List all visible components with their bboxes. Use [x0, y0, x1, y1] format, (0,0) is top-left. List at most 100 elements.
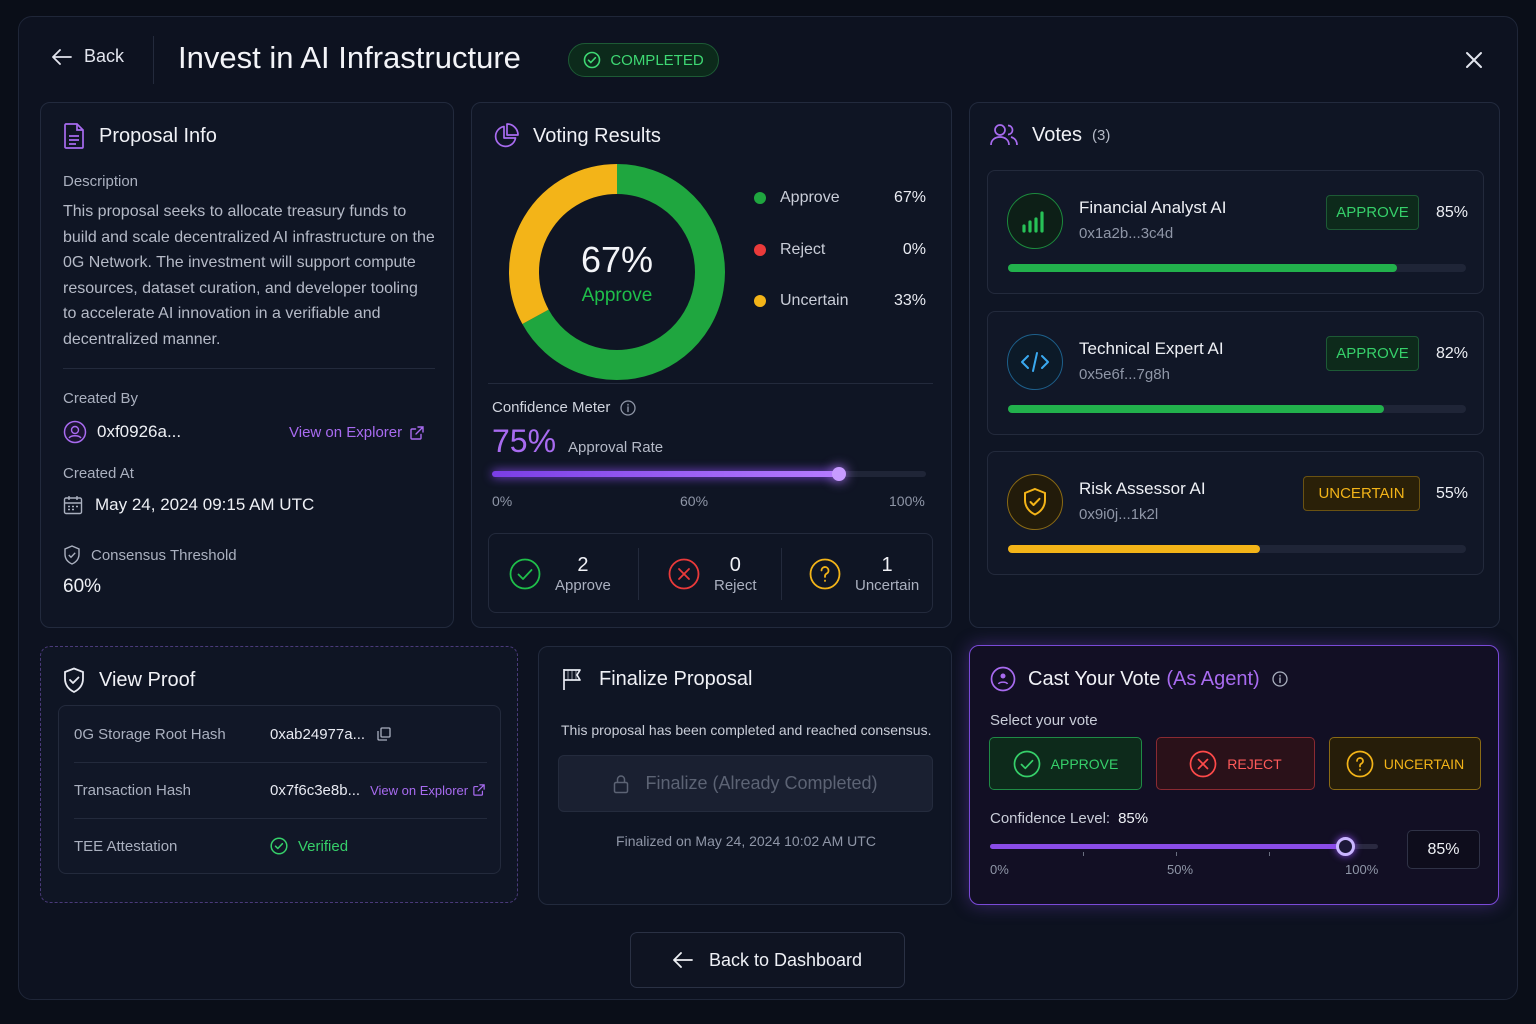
divider	[488, 383, 933, 384]
reject-option-button[interactable]: REJECT	[1156, 737, 1315, 790]
flag-icon	[563, 669, 581, 690]
legend-label: Uncertain	[780, 292, 849, 309]
back-to-dashboard-button[interactable]: Back to Dashboard	[630, 932, 905, 988]
close-button[interactable]	[1462, 48, 1486, 72]
slider-fill	[990, 844, 1346, 849]
confidence-meter-label: Confidence Meter	[492, 399, 611, 416]
uncertain-option-button[interactable]: UNCERTAIN	[1329, 737, 1481, 790]
divider	[74, 762, 487, 763]
reject-count: 0 Reject	[668, 534, 757, 614]
vote-item[interactable]: Financial Analyst AI 0x1a2b...3c4d APPRO…	[987, 170, 1484, 294]
votes-card: Votes (3) Financial Analyst AI 0x1a2b...…	[969, 102, 1500, 628]
finalize-message: This proposal has been completed and rea…	[561, 722, 932, 738]
vote-item[interactable]: Risk Assessor AI 0x9i0j...1k2l UNCERTAIN…	[987, 451, 1484, 575]
agent-address: 0x9i0j...1k2l	[1079, 506, 1159, 523]
info-icon[interactable]	[620, 399, 637, 416]
confidence-fill	[1008, 405, 1384, 413]
slider-tick-0: 0%	[990, 862, 1009, 877]
confidence-tick-60: 60%	[680, 493, 709, 509]
status-badge: COMPLETED	[568, 43, 719, 77]
document-icon	[64, 123, 84, 149]
creator-address: 0xf0926a...	[97, 422, 182, 441]
question-circle-icon	[1346, 750, 1374, 777]
approve-count: 2 Approve	[509, 534, 611, 614]
copy-icon[interactable]	[377, 727, 391, 741]
reject-option-label: REJECT	[1227, 755, 1282, 772]
voting-results-card: Voting Results 67% Approve Approve 67% Rej…	[471, 102, 952, 628]
confidence-meter-label-row: Confidence Meter	[492, 399, 637, 416]
vote-donut-chart	[509, 164, 725, 380]
pie-chart-icon	[494, 123, 519, 148]
proof-value: 0xab24977a...	[270, 725, 366, 743]
confidence-tick-100: 100%	[889, 493, 925, 509]
uncertain-count-label: Uncertain	[855, 577, 920, 594]
agent-icon	[990, 666, 1016, 692]
legend-item-approve: Approve 67%	[754, 189, 926, 207]
finalize-card: Finalize Proposal This proposal has been…	[538, 646, 952, 905]
confidence-level-value: 85%	[1118, 810, 1149, 827]
slider-handle[interactable]	[1336, 837, 1356, 856]
confidence-fill	[1008, 264, 1398, 272]
divider	[74, 818, 487, 819]
uncertain-count-number: 1	[881, 554, 893, 576]
uncertain-count: 1 Uncertain	[809, 534, 919, 614]
finalize-button[interactable]: Finalize (Already Completed)	[558, 755, 933, 812]
info-icon[interactable]	[1272, 671, 1288, 687]
donut-slice-uncertain	[509, 164, 618, 325]
shield-check-icon	[1024, 487, 1046, 516]
legend-label: Approve	[780, 189, 840, 206]
voting-results-header: Voting Results	[493, 123, 661, 149]
arrow-left-icon	[673, 952, 693, 968]
confidence-sub: Approval Rate	[568, 439, 664, 456]
check-circle-icon	[270, 837, 288, 855]
created-at-value: May 24, 2024 09:15 AM UTC	[95, 495, 315, 514]
approve-option-button[interactable]: APPROVE	[989, 737, 1142, 790]
arrow-left-icon	[52, 48, 72, 65]
confidence-input[interactable]: 85%	[1407, 830, 1480, 869]
proof-table: 0G Storage Root Hash 0xab24977a... Trans…	[58, 705, 501, 874]
shield-icon	[64, 667, 84, 693]
agent-name: Technical Expert AI	[1079, 339, 1224, 358]
bar-chart-icon	[1022, 211, 1044, 233]
votes-count: (3)	[1092, 126, 1111, 144]
view-on-explorer-link[interactable]: View on Explorer	[289, 424, 424, 441]
vote-badge: APPROVE	[1326, 195, 1419, 230]
cast-vote-header: Cast Your Vote (As Agent)	[990, 666, 1288, 692]
view-proof-title: View Proof	[99, 668, 196, 691]
explorer-link-label: View on Explorer	[370, 782, 469, 798]
confidence-knob	[832, 467, 847, 481]
legend-pct: 0%	[902, 241, 926, 258]
created-at-row: May 24, 2024 09:15 AM UTC	[63, 495, 314, 515]
divider	[781, 548, 782, 600]
x-circle-icon	[1189, 750, 1217, 777]
back-button[interactable]: Back	[52, 46, 124, 67]
check-circle-icon	[584, 51, 601, 69]
close-icon	[1466, 52, 1482, 68]
calendar-icon	[63, 496, 83, 515]
donut-slice-approve	[522, 164, 725, 380]
confidence-value-row: 75% Approval Rate	[492, 423, 663, 460]
agent-name: Financial Analyst AI	[1079, 198, 1227, 217]
slider-tick	[1269, 852, 1270, 856]
cast-vote-suffix: (As Agent)	[1166, 667, 1260, 690]
confidence-track	[1008, 405, 1466, 413]
confidence-value: 75%	[492, 423, 557, 459]
code-icon	[1021, 352, 1049, 372]
view-on-explorer-link[interactable]: View on Explorer	[370, 783, 485, 798]
creator-row: 0xf0926a...	[63, 420, 181, 444]
created-by-label: Created By	[63, 390, 139, 407]
legend-dot	[754, 192, 766, 204]
agent-avatar	[1007, 193, 1063, 249]
view-proof-card: View Proof 0G Storage Root Hash 0xab2497…	[40, 646, 518, 903]
confidence-pct: 55%	[1436, 485, 1469, 502]
vote-item[interactable]: Technical Expert AI 0x5e6f...7g8h APPROV…	[987, 311, 1484, 435]
confidence-track	[492, 467, 926, 481]
threshold-value: 60%	[63, 576, 102, 597]
votes-title: Votes	[1032, 123, 1083, 146]
divider	[638, 548, 639, 600]
agent-name: Risk Assessor AI	[1079, 479, 1206, 498]
confidence-slider[interactable]	[990, 837, 1378, 856]
proof-row-tee: TEE Attestation Verified	[74, 818, 487, 874]
description-label: Description	[63, 173, 139, 190]
slider-tick-50: 50%	[1167, 862, 1194, 877]
